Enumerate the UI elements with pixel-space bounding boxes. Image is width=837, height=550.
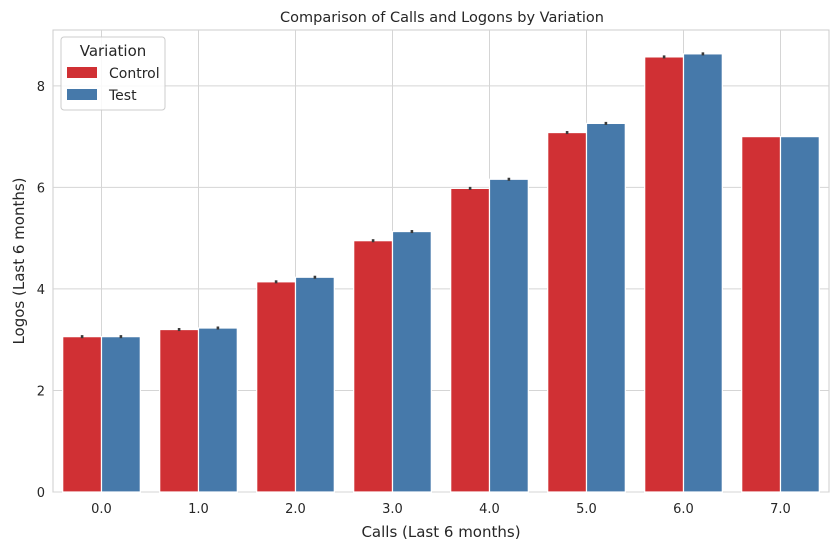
x-tick-label: 3.0 — [382, 502, 403, 517]
x-tick-label: 6.0 — [673, 502, 694, 517]
x-tick-label: 7.0 — [770, 502, 791, 517]
y-tick-label: 2 — [37, 384, 45, 399]
x-tick-label: 4.0 — [479, 502, 500, 517]
bar-control — [450, 187, 491, 493]
bar-test — [391, 230, 432, 493]
legend-label-test: Test — [108, 88, 137, 104]
x-tick-label: 1.0 — [188, 502, 209, 517]
bar-control — [644, 56, 685, 493]
x-axis-label: Calls (Last 6 months) — [361, 523, 520, 541]
bar-control — [256, 281, 297, 493]
y-tick-label: 6 — [37, 181, 45, 196]
bar-control — [159, 328, 200, 493]
bar-test — [779, 136, 820, 493]
x-tick-labels: 0.0 1.0 2.0 3.0 4.0 5.0 6.0 7.0 — [91, 502, 791, 517]
plot-area — [52, 29, 830, 493]
y-tick-labels: 0 2 4 6 8 — [37, 80, 45, 501]
x-tick-label: 2.0 — [285, 502, 306, 517]
y-tick-label: 8 — [37, 80, 45, 95]
y-tick-label: 0 — [37, 486, 45, 501]
y-axis-label: Logos (Last 6 months) — [10, 177, 28, 344]
bar-control — [741, 136, 782, 493]
legend-label-control: Control — [109, 66, 160, 82]
bar-control — [62, 336, 103, 493]
bar-control — [353, 240, 394, 493]
bars — [62, 53, 820, 493]
bar-test — [682, 53, 723, 493]
legend-title: Variation — [80, 42, 147, 60]
bar-control — [547, 131, 588, 493]
legend: Variation Control Test — [60, 36, 166, 111]
x-tick-label: 5.0 — [576, 502, 597, 517]
legend-swatch-test — [67, 89, 97, 100]
bar-test — [197, 327, 238, 493]
bar-test — [100, 336, 141, 493]
y-tick-label: 4 — [37, 283, 45, 298]
x-tick-label: 0.0 — [91, 502, 112, 517]
chart-title: Comparison of Calls and Logons by Variat… — [280, 10, 604, 26]
error-bars — [80, 52, 705, 339]
bar-test — [488, 178, 529, 493]
bar-test — [294, 276, 335, 493]
bar-test — [585, 122, 626, 493]
legend-swatch-control — [67, 67, 97, 78]
